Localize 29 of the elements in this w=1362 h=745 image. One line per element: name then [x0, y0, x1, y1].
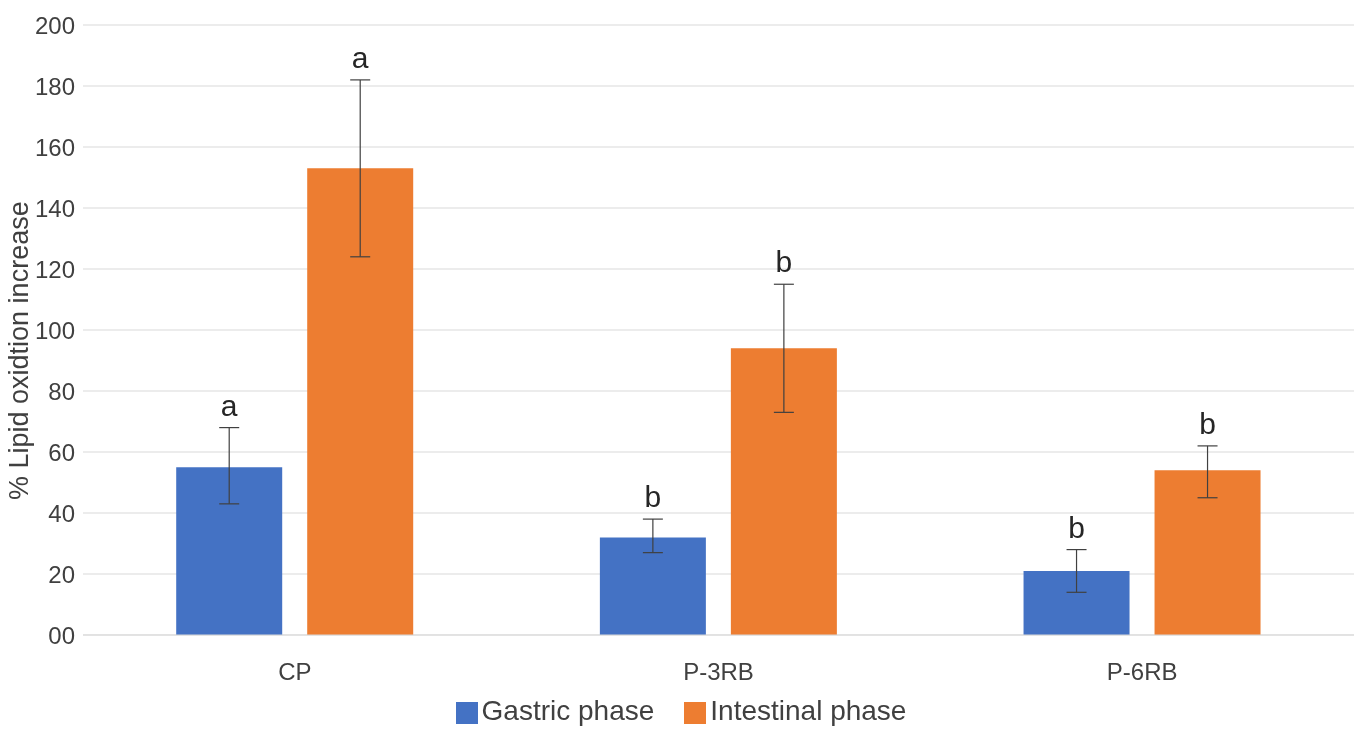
y-tick-label: 120 — [34, 255, 75, 283]
x-tick-label: P-6RB — [1106, 658, 1178, 686]
y-tick-label: 00 — [48, 621, 75, 649]
y-tick-label: 60 — [48, 438, 75, 466]
bar — [307, 168, 414, 635]
y-tick-label: 200 — [34, 11, 75, 39]
bar — [176, 467, 283, 635]
y-axis-title: % Lipid oxidtion increase — [3, 201, 34, 500]
legend-label: Gastric phase — [481, 695, 655, 726]
y-tick-label: 20 — [48, 560, 75, 588]
x-tick-label: CP — [278, 658, 312, 686]
data-label: b — [1199, 406, 1216, 440]
x-tick-label: P-3RB — [683, 658, 754, 686]
bar — [730, 348, 837, 635]
bar — [1023, 570, 1130, 635]
data-label: a — [351, 40, 369, 74]
data-label: b — [775, 245, 793, 279]
y-tick-label: 140 — [34, 194, 75, 222]
legend-label: Intestinal phase — [710, 695, 907, 726]
bar — [599, 537, 706, 635]
y-tick-label: 160 — [34, 133, 75, 161]
data-label: a — [220, 388, 238, 422]
data-label: b — [1068, 510, 1085, 544]
bar — [1154, 470, 1261, 635]
data-label: b — [644, 480, 662, 514]
y-tick-label: 100 — [34, 316, 75, 344]
y-tick-label: 180 — [34, 72, 75, 100]
y-tick-label: 80 — [48, 377, 75, 405]
y-tick-label: 40 — [48, 499, 75, 527]
